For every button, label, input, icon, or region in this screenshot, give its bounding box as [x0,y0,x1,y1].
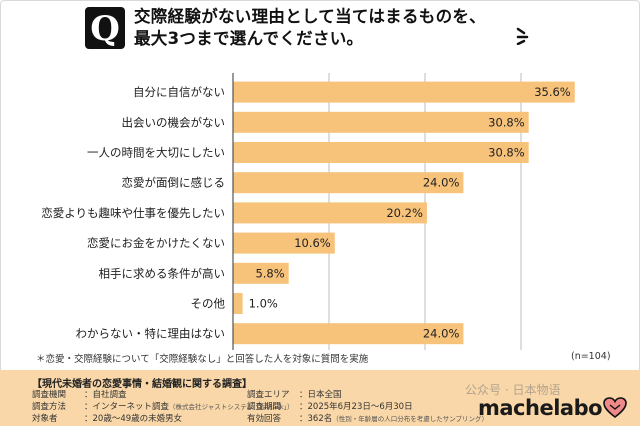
value-label-7: 1.0% [249,297,278,311]
bar-1 [233,111,529,133]
watermark-text: 公众号 · 日本物语 [465,383,561,397]
bar-3 [233,172,464,194]
bar-0 [233,81,575,103]
heart-logo-icon [603,397,627,419]
survey-info-left: 調査機関 ：自社調査 調査方法 ：インターネット調査（株式会社ジャストシステム「Fa… [32,389,293,425]
bar-6 [233,262,289,284]
info-row-area: 調査エリア ：日本全国 [247,390,342,400]
category-label-2: 一人の時間を大切にしたい [87,146,225,160]
machelabo-logo: machelabo [478,396,603,420]
info-row-method: 調査方法 ：インターネット調査（株式会社ジャストシステム「Fastask」） [32,402,294,412]
category-label-4: 恋愛よりも趣味や仕事を優先したい [41,206,225,220]
survey-footer [0,370,640,426]
q-badge-letter: Q [90,9,120,49]
q-badge-icon: Q [85,7,125,49]
value-label-3: 24.0% [423,176,460,190]
question-title: 交際経験がない理由として当てはまるものを、 最大3つまで選んでください。 [134,6,486,50]
bar-7 [233,293,243,314]
bar-4 [233,202,427,224]
info-row-responses: 有効回答 ：362名（性別・年齢層の人口分布を考慮したサンプリング） [247,414,489,424]
value-label-6: 5.8% [255,266,284,280]
survey-info-right: 調査エリア ：日本全国 調査期間 ：2025年6月23日〜6月30日 有効回答 ：36… [247,389,488,425]
info-row-org: 調査機関 ：自社調査 [32,390,127,400]
info-row-period: 調査期間 ：2025年6月23日〜6月30日 [247,402,413,412]
sample-size: (n=104) [571,351,611,362]
bar-2 [233,142,529,163]
category-label-7: その他 [191,297,226,311]
category-label-0: 自分に自信がない [133,85,225,99]
value-label-8: 24.0% [423,327,460,341]
title-line-1: 交際経験がない理由として当てはまるものを、 [134,7,486,26]
value-label-4: 20.2% [386,206,423,220]
value-label-1: 30.8% [488,115,525,129]
value-label-0: 35.6% [534,85,571,99]
footnote: ＊恋愛・交際経験について「交際経験なし」と回答した人を対象に質問を実施 [36,354,369,365]
value-label-5: 10.6% [294,236,331,250]
category-label-6: 相手に求める条件が高い [99,266,226,280]
bar-8 [233,323,464,345]
category-label-1: 出会いの機会がない [122,115,226,129]
bar-chart: 自分に自信がない 35.6% 出会いの機会がない 30.8% 一人の時間を大切にしたい 3… [41,73,575,350]
info-row-target: 対象者 ：20歳〜49歳の未婚男女 [32,414,183,424]
survey-title: 【現代未婚者の恋愛事情・結婚観に関する調査】 [32,379,252,390]
value-label-2: 30.8% [488,146,525,160]
category-label-5: 恋愛にお金をかけたくない [87,236,225,250]
category-label-3: 恋愛が面倒に感じる [122,176,226,190]
emphasis-marks-icon [516,27,529,45]
category-label-8: わからない・特に理由はない [76,327,226,341]
bar-5 [233,232,335,254]
title-line-2: 最大3つまで選んでください。 [134,29,364,48]
